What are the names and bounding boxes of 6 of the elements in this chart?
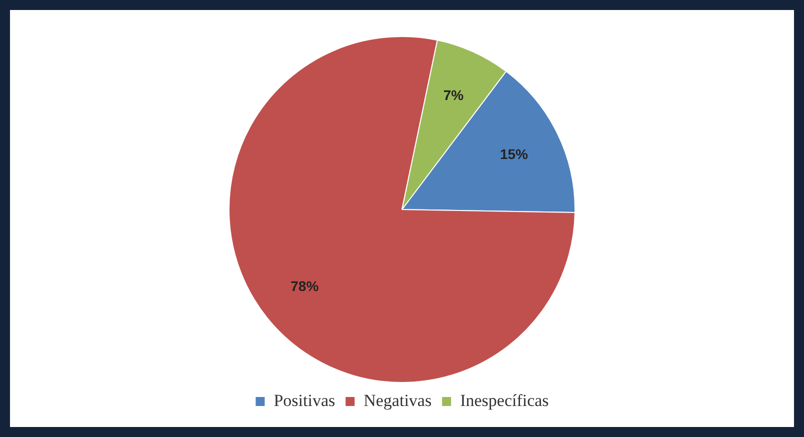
- legend-label: Negativas: [364, 390, 432, 410]
- data-label: 15%: [500, 146, 529, 162]
- data-label: 78%: [290, 278, 320, 294]
- legend-label: Inespecíficas: [460, 390, 549, 410]
- legend-label: Positivas: [274, 390, 336, 410]
- data-label: 7%: [443, 86, 464, 103]
